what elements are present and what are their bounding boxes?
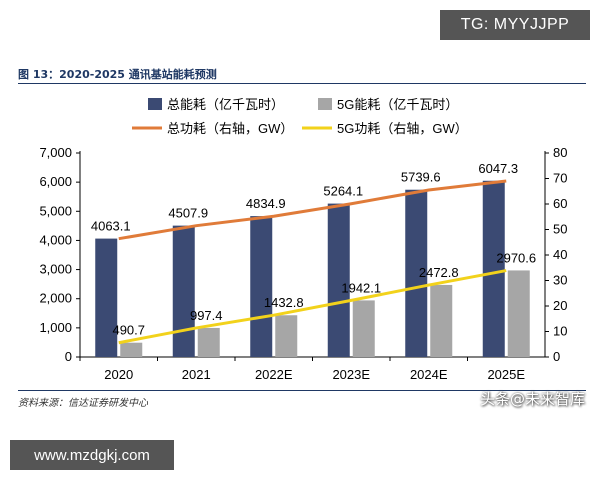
total-energy-bar: [95, 238, 118, 357]
right-tick-label: 0: [553, 349, 560, 364]
total-energy-bar: [172, 225, 195, 357]
x-category-label: 2020: [104, 367, 133, 382]
left-tick-label: 5,000: [39, 203, 72, 218]
figure-title: 图 13：2020-2025 通讯基站能耗预测: [18, 68, 217, 81]
total-energy-label: 4063.1: [91, 219, 131, 234]
legend-label: 总功耗（右轴，GW）: [167, 121, 293, 136]
right-tick-label: 40: [553, 247, 567, 262]
title-divider: [18, 83, 586, 84]
x-category-label: 2022E: [255, 367, 293, 382]
total-energy-label: 5264.1: [323, 184, 363, 199]
x-category-label: 2024E: [410, 367, 448, 382]
x-category-label: 2021: [182, 367, 211, 382]
total-energy-bar: [482, 180, 505, 357]
right-tick-label: 80: [553, 145, 567, 160]
legend-label: 5G能耗（亿千瓦时）: [337, 97, 458, 112]
left-tick-label: 1,000: [39, 320, 72, 335]
total-energy-label: 4507.9: [168, 206, 208, 221]
right-tick-label: 60: [553, 196, 567, 211]
g5-energy-label: 1942.1: [341, 280, 381, 295]
legend-label: 5G功耗（右轴，GW）: [337, 121, 468, 136]
bottom-watermark: www.mzdgkj.com: [10, 440, 174, 470]
source-divider: [18, 390, 586, 391]
x-category-label: 2025E: [487, 367, 525, 382]
right-tick-label: 10: [553, 324, 567, 339]
g5-energy-bar: [507, 270, 530, 357]
g5-energy-bar: [120, 342, 143, 357]
right-tick-label: 70: [553, 171, 567, 186]
left-tick-label: 7,000: [39, 145, 72, 160]
g5-energy-bar: [275, 315, 298, 357]
top-watermark: TG: MYYJJPP: [440, 10, 590, 40]
g5-energy-label: 2472.8: [419, 265, 459, 280]
g5-power-line: [118, 269, 507, 345]
g5-energy-bar: [430, 284, 453, 357]
right-tick-label: 50: [553, 222, 567, 237]
brand-watermark: 头条@未来智库: [480, 390, 586, 408]
left-tick-label: 4,000: [39, 232, 72, 247]
g5-energy-bar: [352, 300, 375, 357]
left-tick-label: 3,000: [39, 262, 72, 277]
right-tick-label: 20: [553, 298, 567, 313]
total-energy-bar: [405, 189, 428, 357]
source-note: 资料来源：信达证券研发中心: [18, 398, 148, 409]
g5-energy-label: 997.4: [190, 308, 223, 323]
g5-energy-label: 2970.6: [496, 250, 536, 265]
left-tick-label: 6,000: [39, 174, 72, 189]
right-tick-label: 30: [553, 273, 567, 288]
g5-energy-label: 1432.8: [264, 295, 304, 310]
total-power-line: [118, 179, 507, 241]
legend-label: 总能耗（亿千瓦时）: [167, 97, 284, 112]
legend-swatch: [148, 98, 162, 110]
left-tick-label: 2,000: [39, 291, 72, 306]
total-energy-label: 5739.6: [401, 170, 441, 185]
total-energy-label: 6047.3: [478, 161, 518, 176]
total-energy-bar: [250, 216, 273, 357]
g5-energy-bar: [197, 327, 220, 357]
legend-swatch: [318, 98, 332, 110]
g5-energy-label: 490.7: [112, 323, 145, 338]
total-energy-label: 4834.9: [246, 196, 286, 211]
left-tick-label: 0: [65, 349, 72, 364]
x-category-label: 2023E: [332, 367, 370, 382]
total-energy-bar: [327, 203, 350, 357]
